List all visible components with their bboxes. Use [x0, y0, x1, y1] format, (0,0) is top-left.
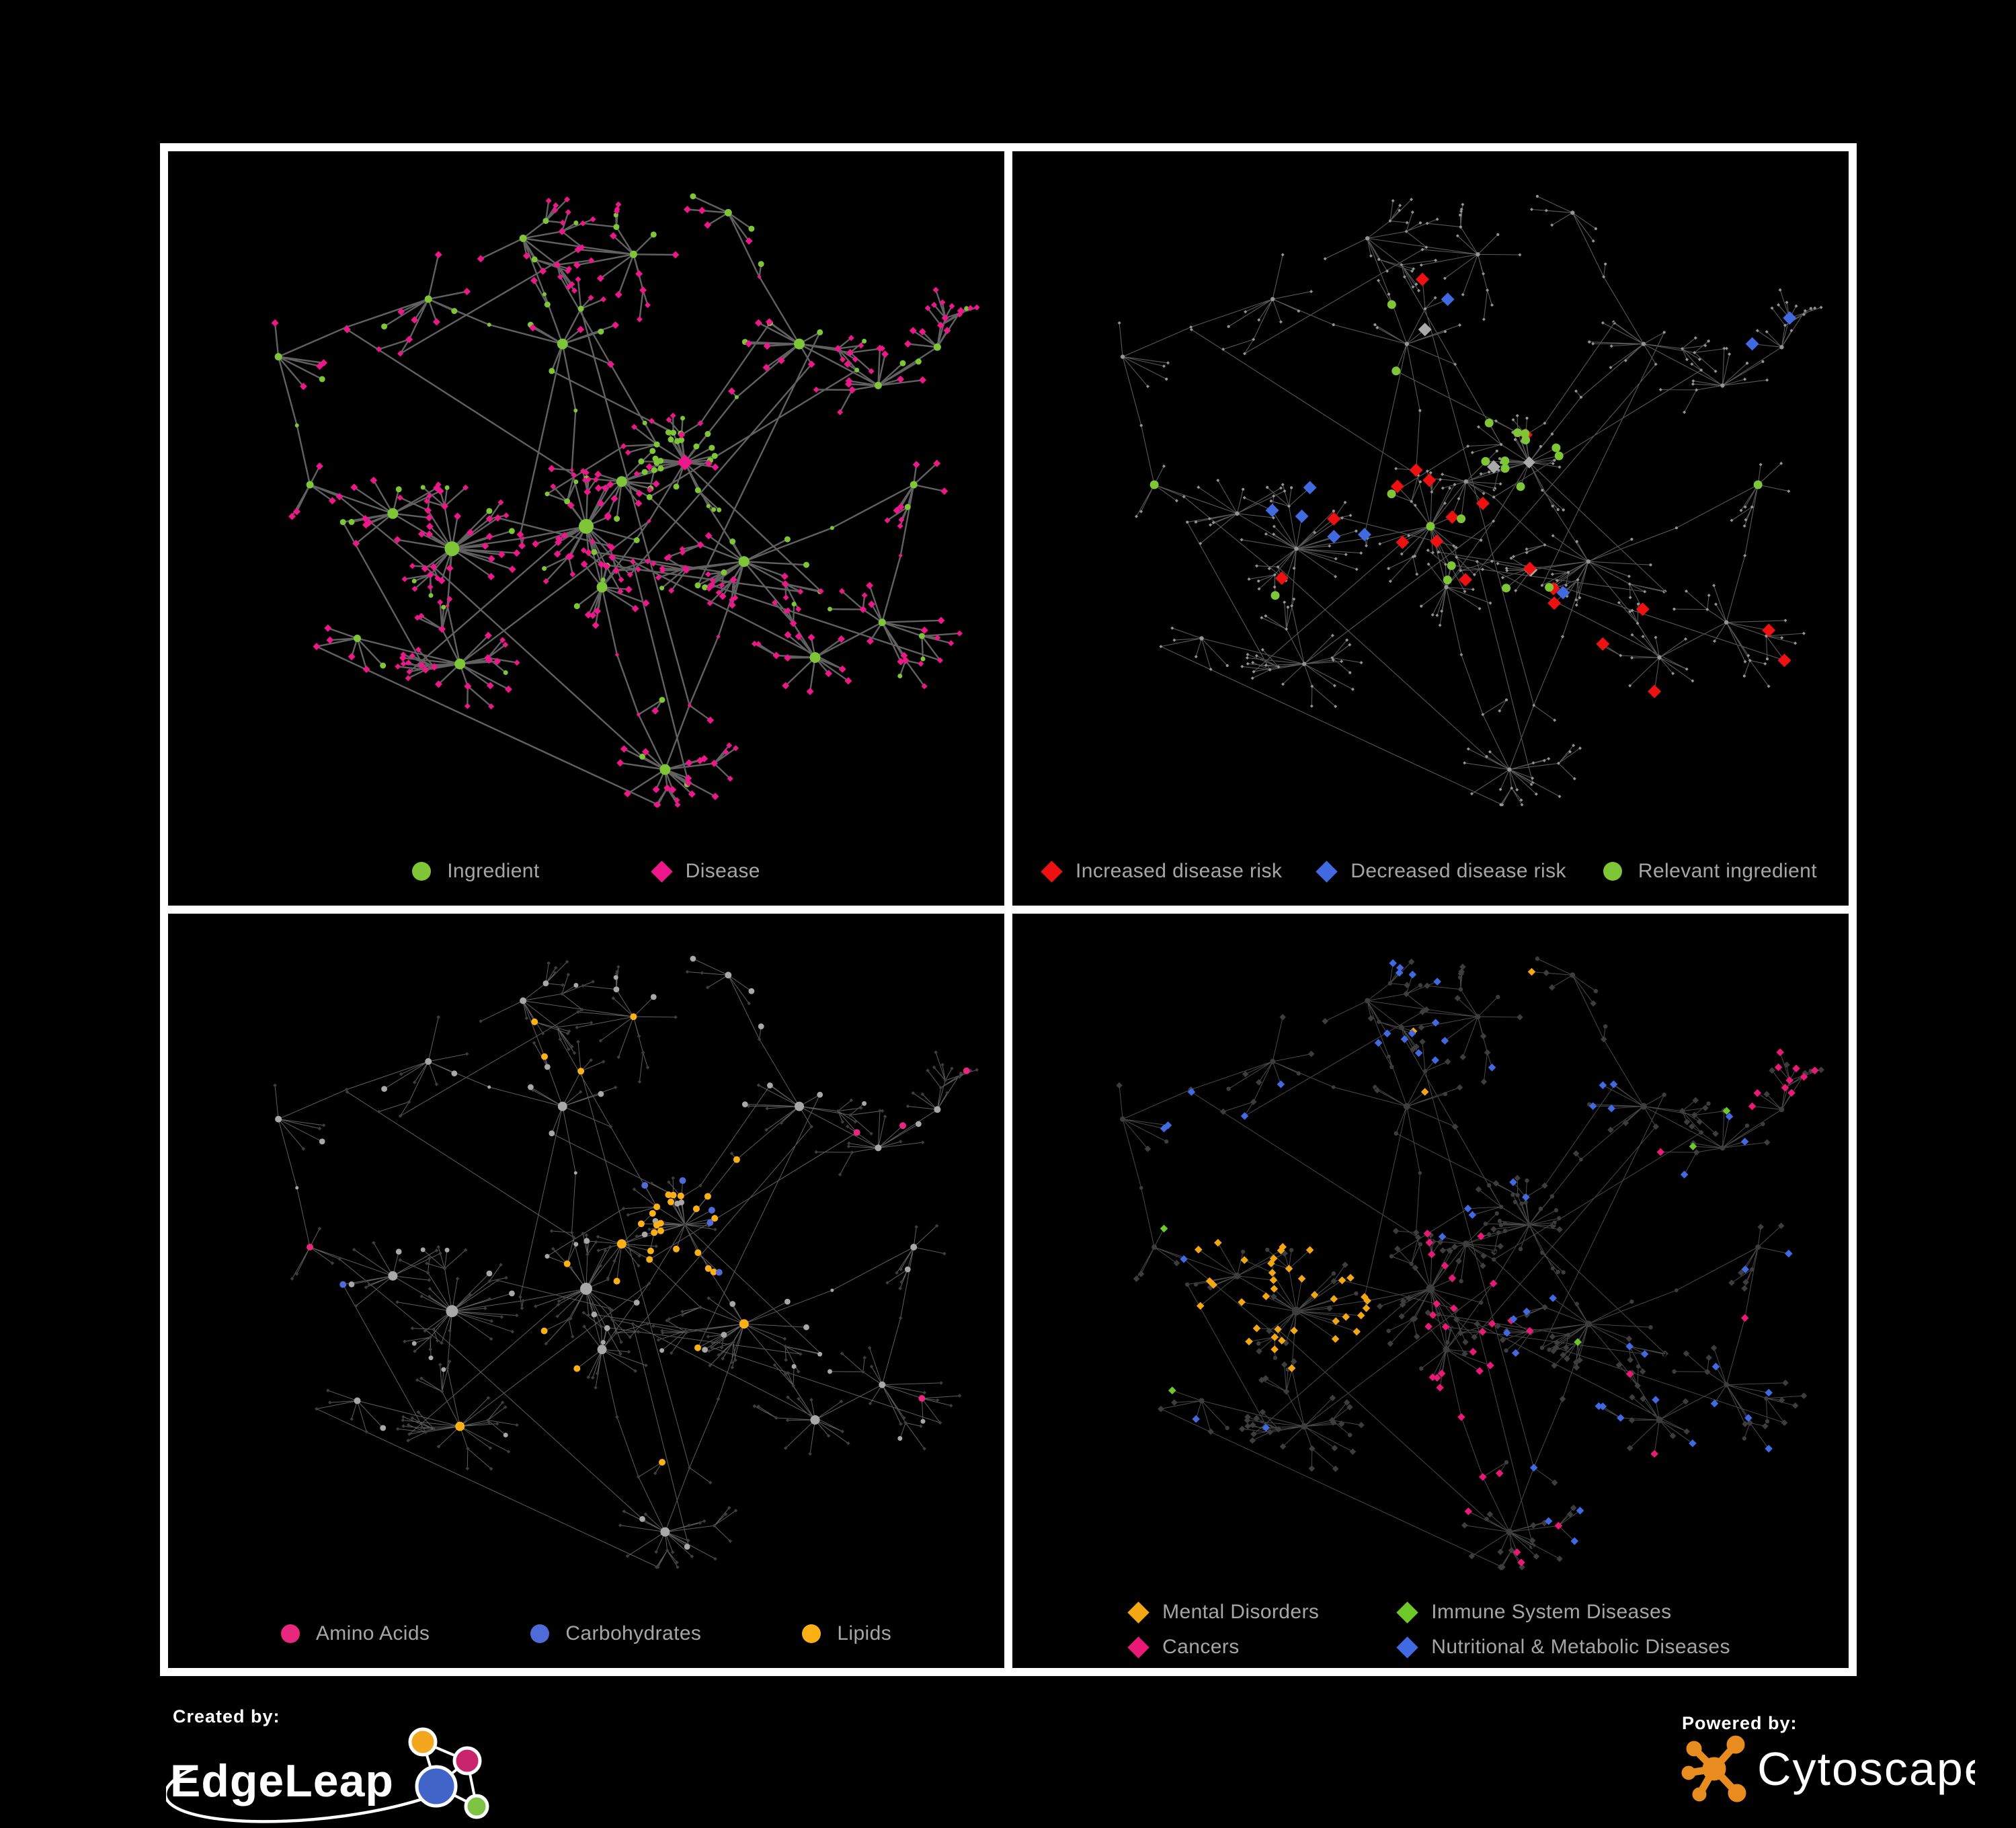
legend-label: Lipids — [837, 1622, 892, 1644]
panel-ingredient-disease: Ingredient Disease — [168, 151, 1004, 906]
legend-label: Cancers — [1162, 1636, 1240, 1658]
legend-label: Nutritional & Metabolic Diseases — [1431, 1636, 1730, 1658]
legend-swatch-circle-icon — [412, 862, 432, 881]
legend-item: Carbohydrates — [530, 1622, 701, 1645]
cytoscape-credit: Powered by: Cytoscape — [1679, 1713, 1975, 1814]
legend-label: Carbohydrates — [565, 1622, 702, 1644]
network-macronutrients — [273, 955, 979, 1569]
legend-label: Relevant ingredient — [1638, 860, 1817, 882]
legend-ingredient-disease: Ingredient Disease — [168, 855, 1004, 888]
panel-grid: Ingredient Disease Increased disease risk… — [160, 143, 1857, 1676]
panel-macronutrients: Amino Acids Carbohydrates Lipids — [168, 914, 1004, 1668]
legend-item: Mental Disorders — [1127, 1601, 1320, 1624]
panel-disease-risk: Increased disease risk Decreased disease … — [1012, 151, 1849, 906]
legend-label: Increased disease risk — [1076, 860, 1283, 882]
legend-swatch-diamond-icon — [1316, 860, 1338, 883]
legend-item: Increased disease risk — [1041, 860, 1283, 883]
powered-by-label: Powered by: — [1682, 1713, 1798, 1733]
edgeleap-wordmark: EdgeLeap — [170, 1755, 394, 1806]
legend-label: Amino Acids — [315, 1622, 430, 1644]
legend-disease-risk: Increased disease risk Decreased disease … — [1012, 855, 1849, 888]
edgeleap-node-blue — [415, 1765, 458, 1808]
network-disease-categories — [1116, 956, 1824, 1571]
network-disease-risk — [1117, 194, 1823, 807]
edgeleap-logo: EdgeLeap — [166, 1727, 489, 1823]
legend-item: Lipids — [802, 1622, 891, 1645]
legend-item: Amino Acids — [280, 1622, 430, 1645]
network-ingredient-disease — [271, 193, 980, 808]
edgeleap-credit: Created by: EdgeLeap — [166, 1706, 542, 1823]
legend-label: Decreased disease risk — [1350, 860, 1566, 882]
legend-macronutrients: Amino Acids Carbohydrates Lipids — [168, 1617, 1004, 1651]
legend-item: Decreased disease risk — [1316, 860, 1566, 883]
legend-swatch-diamond-icon — [1396, 1601, 1419, 1624]
legend-swatch-circle-icon — [280, 1624, 300, 1643]
cytoscape-logo: Cytoscape — [1681, 1735, 1975, 1802]
legend-swatch-diamond-icon — [1396, 1636, 1419, 1659]
legend-item: Cancers — [1127, 1636, 1319, 1659]
legend-disease-categories: Mental Disorders Immune System Diseases Ca… — [1012, 1601, 1849, 1659]
edgeleap-logo-icon — [408, 1727, 489, 1819]
legend-swatch-diamond-icon — [650, 860, 673, 883]
legend-item: Relevant ingredient — [1603, 860, 1817, 883]
legend-swatch-circle-icon — [530, 1624, 550, 1643]
edgeleap-node-green — [464, 1794, 489, 1819]
panel-disease-categories: Mental Disorders Immune System Diseases Ca… — [1012, 914, 1849, 1668]
edgeleap-node-orange — [408, 1727, 438, 1757]
legend-swatch-diamond-icon — [1041, 860, 1063, 883]
cytoscape-wordmark: Cytoscape — [1757, 1743, 1975, 1795]
created-by-label: Created by: — [173, 1706, 280, 1726]
legend-item: Ingredient — [412, 860, 539, 883]
edgeleap-node-pink — [452, 1746, 482, 1776]
legend-label: Disease — [685, 860, 760, 882]
legend-item: Disease — [650, 860, 760, 883]
legend-swatch-circle-icon — [802, 1624, 821, 1643]
legend-item: Nutritional & Metabolic Diseases — [1396, 1636, 1730, 1659]
legend-swatch-diamond-icon — [1127, 1636, 1150, 1659]
legend-swatch-diamond-icon — [1127, 1601, 1150, 1624]
legend-label: Immune System Diseases — [1431, 1601, 1672, 1623]
legend-swatch-circle-icon — [1603, 862, 1622, 881]
legend-label: Mental Disorders — [1162, 1601, 1320, 1623]
cytoscape-logo-icon — [1681, 1735, 1746, 1802]
legend-label: Ingredient — [447, 860, 540, 882]
legend-item: Immune System Diseases — [1396, 1601, 1730, 1624]
